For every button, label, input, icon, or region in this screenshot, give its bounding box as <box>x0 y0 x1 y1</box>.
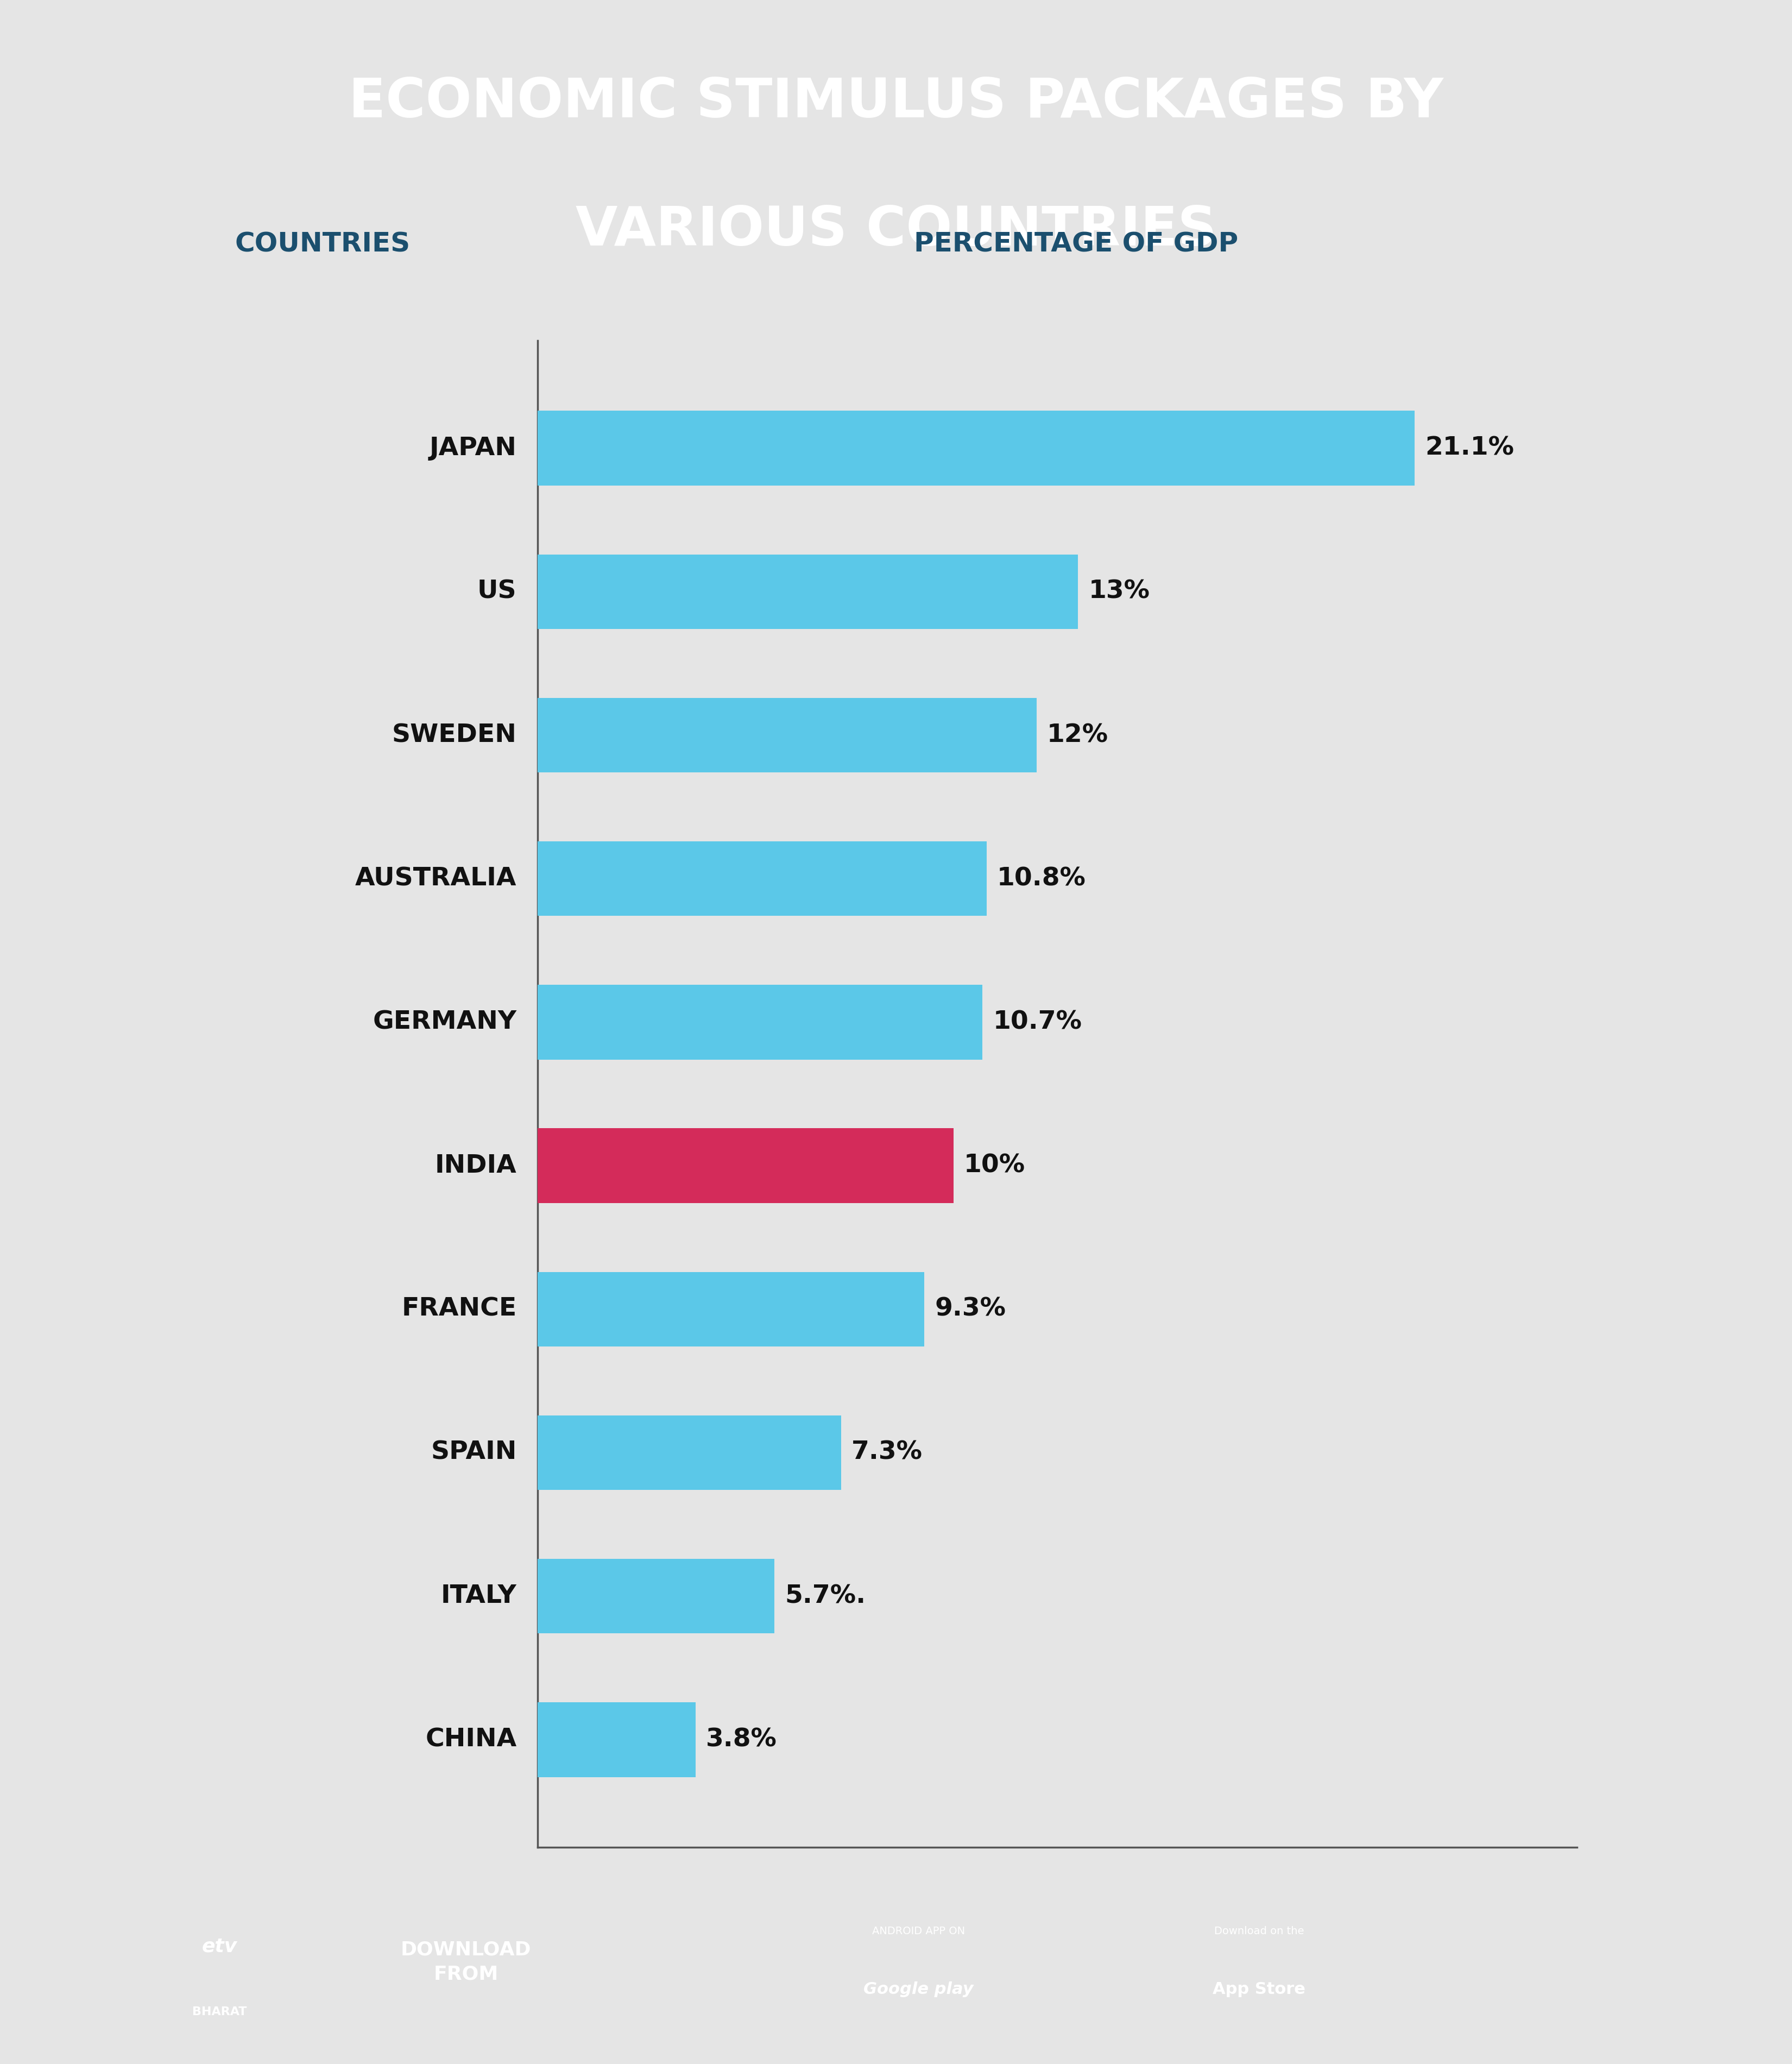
Text: 12%: 12% <box>1047 722 1107 747</box>
Bar <box>538 1416 840 1490</box>
Text: 10.7%: 10.7% <box>993 1009 1082 1034</box>
Text: DOWNLOAD
FROM: DOWNLOAD FROM <box>401 1940 530 1984</box>
Bar <box>538 555 1079 630</box>
Text: PERCENTAGE OF GDP: PERCENTAGE OF GDP <box>914 231 1238 258</box>
Text: 10.8%: 10.8% <box>996 867 1086 892</box>
Text: INDIA: INDIA <box>435 1154 516 1179</box>
Bar <box>538 1271 925 1346</box>
Text: ANDROID APP ON: ANDROID APP ON <box>873 1926 964 1936</box>
Text: COUNTRIES: COUNTRIES <box>235 231 410 258</box>
Text: JAPAN: JAPAN <box>430 436 516 460</box>
Text: CHINA: CHINA <box>425 1728 516 1752</box>
Text: VARIOUS COUNTRIES: VARIOUS COUNTRIES <box>575 204 1217 256</box>
Bar <box>538 1703 695 1777</box>
Text: FRANCE: FRANCE <box>401 1296 516 1321</box>
Bar <box>538 1129 953 1203</box>
Text: Google play: Google play <box>864 1981 973 1998</box>
Text: 21.1%: 21.1% <box>1425 436 1514 460</box>
Text: SPAIN: SPAIN <box>430 1441 516 1465</box>
Text: 5.7%.: 5.7%. <box>785 1583 866 1608</box>
Text: GERMANY: GERMANY <box>373 1009 516 1034</box>
Text: App Store: App Store <box>1213 1981 1305 1998</box>
Text: AUSTRALIA: AUSTRALIA <box>355 867 516 892</box>
Bar <box>538 985 982 1059</box>
Text: SWEDEN: SWEDEN <box>392 722 516 747</box>
Bar <box>538 411 1416 485</box>
Text: 9.3%: 9.3% <box>935 1296 1005 1321</box>
Text: etv: etv <box>202 1936 237 1955</box>
Text: 13%: 13% <box>1088 580 1150 605</box>
Text: Download on the: Download on the <box>1213 1926 1305 1936</box>
Text: ITALY: ITALY <box>441 1583 516 1608</box>
Text: ECONOMIC STIMULUS PACKAGES BY: ECONOMIC STIMULUS PACKAGES BY <box>349 76 1443 128</box>
Text: 10%: 10% <box>964 1154 1025 1179</box>
Text: US: US <box>477 580 516 605</box>
Bar <box>538 1558 774 1633</box>
Text: 7.3%: 7.3% <box>851 1441 923 1465</box>
Bar <box>538 842 987 916</box>
Text: BHARAT: BHARAT <box>192 2006 247 2017</box>
Bar <box>538 698 1036 772</box>
Text: 3.8%: 3.8% <box>706 1728 778 1752</box>
